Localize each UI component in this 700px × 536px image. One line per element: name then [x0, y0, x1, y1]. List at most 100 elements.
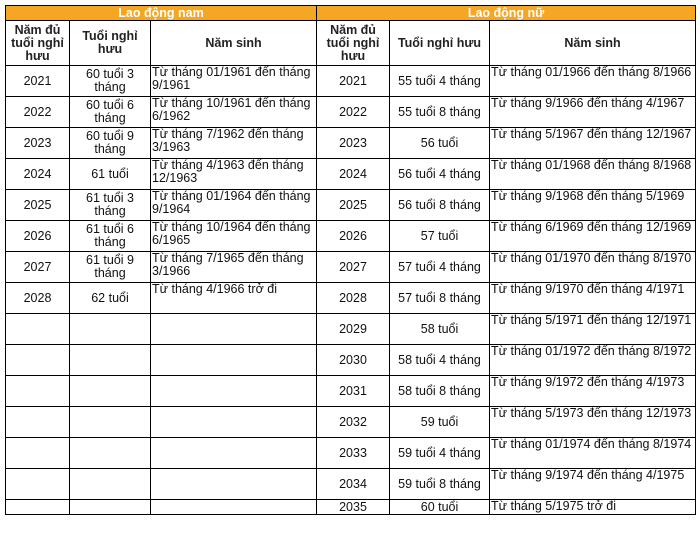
male-age-cell: [69, 375, 151, 407]
female-year-cell: 2030: [316, 344, 391, 376]
female-age-cell: 60 tuổi: [389, 499, 491, 515]
female-year-cell: 2032: [316, 406, 391, 438]
male-age-cell: [69, 406, 151, 438]
male-age-cell: 62 tuổi: [69, 282, 151, 314]
female-year-cell: 2026: [316, 220, 391, 252]
female-birth-cell: Từ tháng 9/1968 đến tháng 5/1969: [489, 189, 697, 221]
female-birth-cell: Từ tháng 01/1974 đến tháng 8/1974: [489, 437, 697, 469]
male-year-cell: 2022: [5, 96, 70, 128]
male-age-cell: [69, 468, 151, 500]
female-age-cell: 56 tuổi: [389, 127, 491, 159]
female-age-cell: 56 tuổi 8 tháng: [389, 189, 491, 221]
male-birth-cell: Từ tháng 7/1962 đến tháng 3/1963: [149, 127, 318, 159]
male-age-cell: [69, 344, 151, 376]
female-birth-header: Năm sinh: [489, 20, 697, 66]
male-birth-cell: Từ tháng 7/1965 đến tháng 3/1966: [149, 251, 318, 283]
table-row: 2023 60 tuổi 9 tháng Từ tháng 7/1962 đến t…: [5, 127, 697, 159]
male-year-cell: [5, 406, 70, 438]
female-age-cell: 57 tuổi 8 tháng: [389, 282, 491, 314]
female-age-cell: 55 tuổi 8 tháng: [389, 96, 491, 128]
female-birth-cell: Từ tháng 01/1966 đến tháng 8/1966: [489, 65, 697, 97]
female-birth-cell: Từ tháng 9/1972 đến tháng 4/1973: [489, 375, 697, 407]
table-row: 2031 58 tuổi 8 tháng Từ tháng 9/1972 đến t…: [5, 375, 697, 407]
male-year-cell: [5, 468, 70, 500]
female-age-cell: 57 tuổi 4 tháng: [389, 251, 491, 283]
male-age-cell: 61 tuổi 6 tháng: [69, 220, 151, 252]
retirement-age-table: Lao động nam Lao động nữ Năm đủ tuổi ngh…: [4, 5, 697, 515]
male-year-cell: [5, 437, 70, 469]
table-row: 2033 59 tuổi 4 tháng Từ tháng 01/1974 đến …: [5, 437, 697, 469]
male-year-cell: 2027: [5, 251, 70, 283]
male-age-cell: [69, 437, 151, 469]
female-year-cell: 2035: [316, 499, 391, 515]
female-age-cell: 59 tuổi: [389, 406, 491, 438]
female-year-cell: 2033: [316, 437, 391, 469]
female-birth-cell: Từ tháng 9/1970 đến tháng 4/1971: [489, 282, 697, 314]
male-year-cell: 2024: [5, 158, 70, 190]
table-row: 2026 61 tuổi 6 tháng Từ tháng 10/1964 đến …: [5, 220, 697, 252]
male-age-cell: [69, 499, 151, 515]
female-age-cell: 55 tuổi 4 tháng: [389, 65, 491, 97]
male-age-cell: [69, 313, 151, 345]
female-year-cell: 2029: [316, 313, 391, 345]
male-year-cell: [5, 499, 70, 515]
female-year-cell: 2025: [316, 189, 391, 221]
female-age-cell: 58 tuổi: [389, 313, 491, 345]
female-year-cell: 2021: [316, 65, 391, 97]
table-row: 2022 60 tuổi 6 tháng Từ tháng 10/1961 đến …: [5, 96, 697, 128]
male-year-cell: [5, 344, 70, 376]
male-year-cell: 2025: [5, 189, 70, 221]
female-age-cell: 58 tuổi 4 tháng: [389, 344, 491, 376]
table-row: 2027 61 tuổi 9 tháng Từ tháng 7/1965 đến t…: [5, 251, 697, 283]
female-year-header: Năm đủ tuổi nghỉ hưu: [316, 20, 391, 66]
female-birth-cell: Từ tháng 5/1973 đến tháng 12/1973: [489, 406, 697, 438]
male-year-cell: 2023: [5, 127, 70, 159]
table-body: 2021 60 tuổi 3 tháng Từ tháng 01/1961 đến …: [5, 65, 697, 515]
female-age-cell: 59 tuổi 8 tháng: [389, 468, 491, 500]
male-age-cell: 60 tuổi 9 tháng: [69, 127, 151, 159]
male-year-cell: 2021: [5, 65, 70, 97]
female-group-header: Lao động nữ: [316, 5, 697, 21]
female-year-cell: 2024: [316, 158, 391, 190]
female-birth-cell: Từ tháng 01/1968 đến tháng 8/1968: [489, 158, 697, 190]
female-birth-cell: Từ tháng 01/1972 đến tháng 8/1972: [489, 344, 697, 376]
table-row: 2030 58 tuổi 4 tháng Từ tháng 01/1972 đến …: [5, 344, 697, 376]
female-year-cell: 2023: [316, 127, 391, 159]
female-age-header: Tuổi nghỉ hưu: [389, 20, 491, 66]
table-row: 2029 58 tuổi Từ tháng 5/1971 đến tháng 12/…: [5, 313, 697, 345]
male-age-header: Tuổi nghỉ hưu: [69, 20, 151, 66]
male-birth-cell: Từ tháng 4/1966 trở đi: [149, 282, 318, 314]
table-row: 2035 60 tuổi Từ tháng 5/1975 trở đi: [5, 499, 697, 515]
male-group-header: Lao động nam: [4, 5, 318, 21]
male-birth-cell: Từ tháng 01/1961 đến tháng 9/1961: [149, 65, 318, 97]
male-year-cell: [5, 375, 70, 407]
male-year-cell: [5, 313, 70, 345]
male-birth-cell: Từ tháng 4/1963 đến tháng 12/1963: [149, 158, 318, 190]
female-age-cell: 56 tuổi 4 tháng: [389, 158, 491, 190]
male-birth-cell: [149, 468, 318, 500]
table-row: 2032 59 tuổi Từ tháng 5/1973 đến tháng 12/…: [5, 406, 697, 438]
male-age-cell: 61 tuổi: [69, 158, 151, 190]
female-year-cell: 2031: [316, 375, 391, 407]
female-birth-cell: Từ tháng 5/1971 đến tháng 12/1971: [489, 313, 697, 345]
female-birth-cell: Từ tháng 9/1966 đến tháng 4/1967: [489, 96, 697, 128]
female-year-cell: 2027: [316, 251, 391, 283]
table-row: 2021 60 tuổi 3 tháng Từ tháng 01/1961 đến …: [5, 65, 697, 97]
male-year-header: Năm đủ tuổi nghỉ hưu: [5, 20, 70, 66]
male-age-cell: 60 tuổi 6 tháng: [69, 96, 151, 128]
male-age-cell: 61 tuổi 9 tháng: [69, 251, 151, 283]
male-birth-cell: [149, 406, 318, 438]
female-year-cell: 2034: [316, 468, 391, 500]
female-birth-cell: Từ tháng 6/1969 đến tháng 12/1969: [489, 220, 697, 252]
female-age-cell: 59 tuổi 4 tháng: [389, 437, 491, 469]
male-birth-cell: [149, 375, 318, 407]
male-birth-cell: [149, 313, 318, 345]
female-birth-cell: Từ tháng 9/1974 đến tháng 4/1975: [489, 468, 697, 500]
female-birth-cell: Từ tháng 5/1975 trở đi: [489, 499, 697, 515]
female-birth-cell: Từ tháng 01/1970 đến tháng 8/1970: [489, 251, 697, 283]
female-year-cell: 2022: [316, 96, 391, 128]
male-age-cell: 60 tuổi 3 tháng: [69, 65, 151, 97]
table-row: 2025 61 tuổi 3 tháng Từ tháng 01/1964 đến …: [5, 189, 697, 221]
table-row: 2024 61 tuổi Từ tháng 4/1963 đến tháng 12/…: [5, 158, 697, 190]
male-year-cell: 2026: [5, 220, 70, 252]
